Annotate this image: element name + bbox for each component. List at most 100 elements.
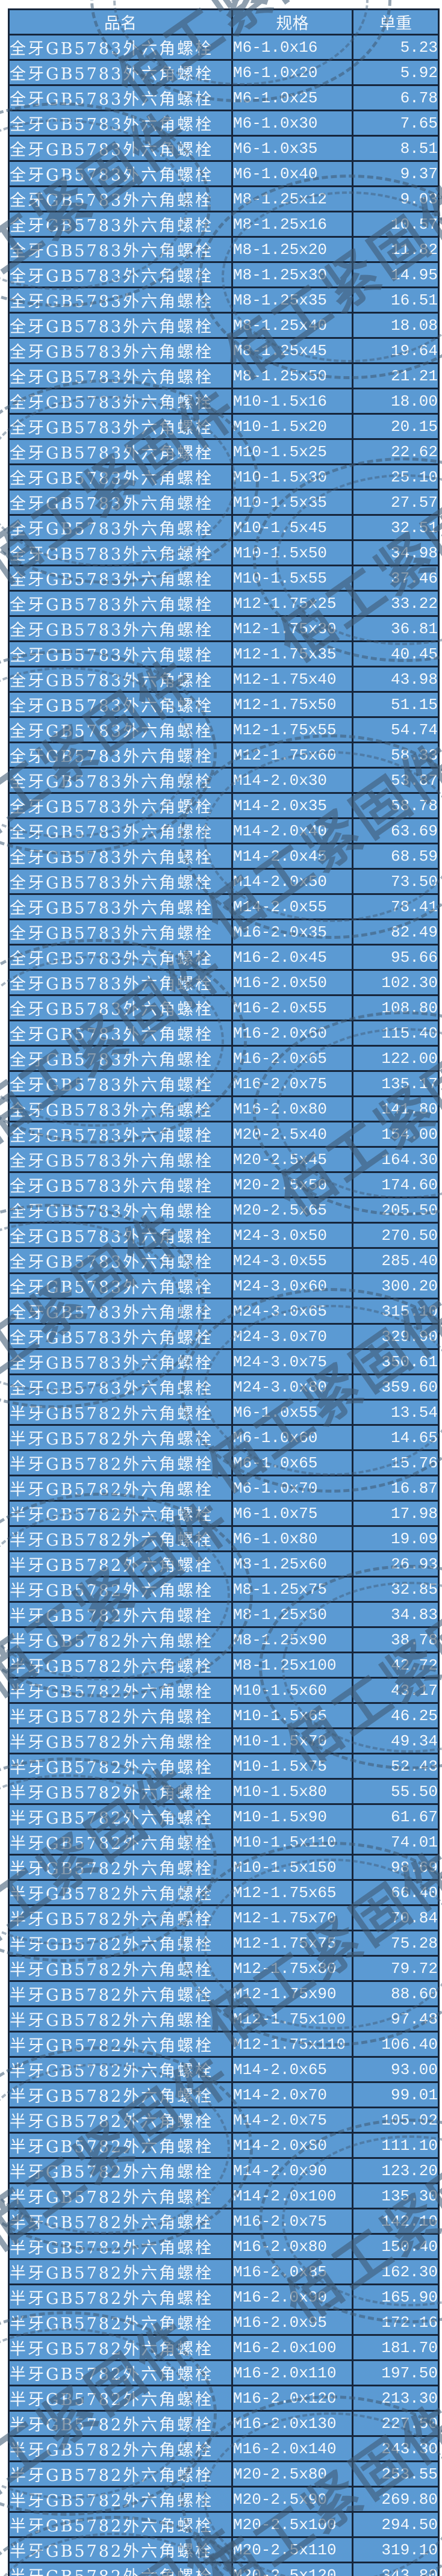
unit-weight-cell: 123.20 xyxy=(352,2157,440,2184)
unit-weight-cell: 8.51 xyxy=(352,135,440,162)
spec-cell: M14-2.0x90 xyxy=(231,2157,353,2184)
product-name-cell: 半牙GB5782外六角螺栓 xyxy=(8,1904,233,1931)
spec-cell: M14-2.0x35 xyxy=(231,792,353,819)
table-row: 半牙GB5782外六角螺栓 M16-2.0x75 142.10 xyxy=(8,2208,440,2235)
unit-weight-cell: 42.72 xyxy=(352,1652,440,1679)
table-row: 半牙GB5782外六角螺栓 M6-1.0x65 15.76 xyxy=(8,1449,440,1476)
unit-weight-cell: 15.76 xyxy=(352,1449,440,1476)
product-name-cell: 全牙GB5783外六角螺栓 xyxy=(8,489,233,516)
unit-weight-cell: 14.95 xyxy=(352,261,440,288)
table-row: 半牙GB5782外六角螺栓 M10-1.5x75 52.43 xyxy=(8,1753,440,1780)
table-row: 全牙GB5783外六角螺栓 M10-1.5x20 20.15 xyxy=(8,413,440,440)
unit-weight-cell: 43.98 xyxy=(352,666,440,693)
product-name-cell: 半牙GB5782外六角螺栓 xyxy=(8,2157,233,2184)
unit-weight-cell: 9.37 xyxy=(352,160,440,187)
unit-weight-cell: 55.50 xyxy=(352,1778,440,1805)
unit-weight-cell: 359.60 xyxy=(352,1373,440,1401)
table-row: 半牙GB5782外六角螺栓 M8-1.25x80 34.83 xyxy=(8,1601,440,1628)
spec-cell: M14-2.0x100 xyxy=(231,2182,353,2209)
unit-weight-cell: 73.50 xyxy=(352,868,440,895)
product-name-cell: 全牙GB5783外六角螺栓 xyxy=(8,185,233,212)
table-row: 半牙GB5782外六角螺栓 M12-1.75x65 66.40 xyxy=(8,1879,440,1906)
unit-weight-cell: 294.50 xyxy=(352,2511,440,2538)
unit-weight-cell: 38.78 xyxy=(352,1626,440,1653)
unit-weight-cell: 6.78 xyxy=(352,84,440,111)
unit-weight-cell: 10.57 xyxy=(352,211,440,238)
spec-cell: M8-1.25x40 xyxy=(231,312,353,339)
spec-cell: M10-1.5x70 xyxy=(231,1727,353,1754)
table-row: 全牙GB5783外六角螺栓 M16-2.0x45 95.66 xyxy=(8,944,440,971)
unit-weight-cell: 51.15 xyxy=(352,691,440,718)
unit-weight-cell: 227.50 xyxy=(352,2410,440,2437)
unit-weight-cell: 111.10 xyxy=(352,2132,440,2159)
unit-weight-cell: 5.23 xyxy=(352,34,440,61)
table-row: 半牙GB5782外六角螺栓 M14-2.0x90 123.20 xyxy=(8,2157,440,2184)
unit-weight-cell: 319.10 xyxy=(352,2536,440,2563)
product-name-cell: 全牙GB5783外六角螺栓 xyxy=(8,1045,233,1072)
table-row: 全牙GB5783外六角螺栓 M12-1.75x55 54.74 xyxy=(8,716,440,743)
product-name-cell: 全牙GB5783外六角螺栓 xyxy=(8,691,233,718)
product-name-cell: 半牙GB5782外六角螺栓 xyxy=(8,1930,233,1957)
spec-cell: M6-1.0x25 xyxy=(231,84,353,111)
product-name-cell: 半牙GB5782外六角螺栓 xyxy=(8,2283,233,2311)
table-row: 半牙GB5782外六角螺栓 M6-1.0x55 13.54 xyxy=(8,1399,440,1426)
spec-cell: M14-2.0x40 xyxy=(231,817,353,844)
spec-cell: M8-1.25x35 xyxy=(231,286,353,314)
table-row: 全牙GB5783外六角螺栓 M8-1.25x40 18.08 xyxy=(8,312,440,339)
unit-weight-cell: 70.84 xyxy=(352,1904,440,1931)
table-row: 全牙GB5783外六角螺栓 M6-1.0x30 7.65 xyxy=(8,110,440,137)
table-row: 半牙GB5782外六角螺栓 M8-1.25x60 26.93 xyxy=(8,1550,440,1577)
unit-weight-cell: 88.60 xyxy=(352,1980,440,2007)
unit-weight-cell: 93.00 xyxy=(352,2056,440,2083)
product-name-cell: 半牙GB5782外六角螺栓 xyxy=(8,1525,233,1552)
spec-cell: M10-1.5x80 xyxy=(231,1778,353,1805)
spec-cell: M24-3.0x50 xyxy=(231,1222,353,1249)
unit-weight-cell: 108.80 xyxy=(352,994,440,1021)
table-row: 半牙GB5782外六角螺栓 M8-1.25x75 32.85 xyxy=(8,1576,440,1603)
product-name-cell: 全牙GB5783外六角螺栓 xyxy=(8,438,233,465)
spec-cell: M16-2.0x75 xyxy=(231,1070,353,1097)
spec-cell: M16-2.0x50 xyxy=(231,969,353,996)
unit-weight-cell: 154.00 xyxy=(352,1121,440,1148)
spec-cell: M20-2.5x110 xyxy=(231,2536,353,2563)
product-name-cell: 全牙GB5783外六角螺栓 xyxy=(8,1146,233,1173)
spec-cell: M16-2.0x100 xyxy=(231,2334,353,2361)
table-row: 半牙GB5782外六角螺栓 M10-1.5x60 43.17 xyxy=(8,1677,440,1704)
unit-weight-cell: 18.00 xyxy=(352,388,440,415)
unit-weight-cell: 16.87 xyxy=(352,1475,440,1502)
table-row: 全牙GB5783外六角螺栓 M14-2.0x45 68.59 xyxy=(8,843,440,870)
product-name-cell: 半牙GB5782外六角螺栓 xyxy=(8,2031,233,2058)
table-row: 半牙GB5782外六角螺栓 M14-2.0x80 111.10 xyxy=(8,2132,440,2159)
product-name-cell: 全牙GB5783外六角螺栓 xyxy=(8,261,233,288)
unit-weight-cell: 315.10 xyxy=(352,1298,440,1325)
table-row: 全牙GB5783外六角螺栓 M10-1.5x35 27.57 xyxy=(8,489,440,516)
spec-cell: M8-1.25x100 xyxy=(231,1652,353,1679)
spec-cell: M12-1.75x25 xyxy=(231,590,353,617)
unit-weight-cell: 79.72 xyxy=(352,1955,440,1982)
product-name-cell: 半牙GB5782外六角螺栓 xyxy=(8,2536,233,2563)
spec-cell: M12-1.75x100 xyxy=(231,2005,353,2033)
unit-weight-cell: 142.10 xyxy=(352,2208,440,2235)
unit-weight-cell: 32.51 xyxy=(352,514,440,541)
unit-weight-cell: 115.40 xyxy=(352,1020,440,1047)
unit-weight-cell: 43.17 xyxy=(352,1677,440,1704)
unit-weight-cell: 18.08 xyxy=(352,312,440,339)
product-name-cell: 半牙GB5782外六角螺栓 xyxy=(8,2081,233,2108)
product-name-cell: 半牙GB5782外六角螺栓 xyxy=(8,1475,233,1502)
unit-weight-cell: 66.40 xyxy=(352,1879,440,1906)
unit-weight-cell: 58.78 xyxy=(352,792,440,819)
table-row: 全牙GB5783外六角螺栓 M14-2.0x55 78.41 xyxy=(8,893,440,920)
spec-cell: M20-2.5x65 xyxy=(231,1197,353,1224)
spec-cell: M20-2.5x40 xyxy=(231,1121,353,1148)
spec-cell: M6-1.0x70 xyxy=(231,1475,353,1502)
product-name-cell: 全牙GB5783外六角螺栓 xyxy=(8,110,233,137)
spec-cell: M20-2.5x120 xyxy=(231,2562,353,2576)
table-row: 半牙GB5782外六角螺栓 M14-2.0x100 135.30 xyxy=(8,2182,440,2209)
product-name-cell: 半牙GB5782外六角螺栓 xyxy=(8,1424,233,1451)
spec-cell: M24-3.0x60 xyxy=(231,1272,353,1299)
table-row: 全牙GB5783外六角螺栓 M6-1.0x40 9.37 xyxy=(8,160,440,187)
product-name-cell: 全牙GB5783外六角螺栓 xyxy=(8,893,233,920)
spec-cell: M8-1.25x75 xyxy=(231,1576,353,1603)
unit-weight-cell: 68.59 xyxy=(352,843,440,870)
spec-cell: M8-1.25x60 xyxy=(231,1550,353,1577)
